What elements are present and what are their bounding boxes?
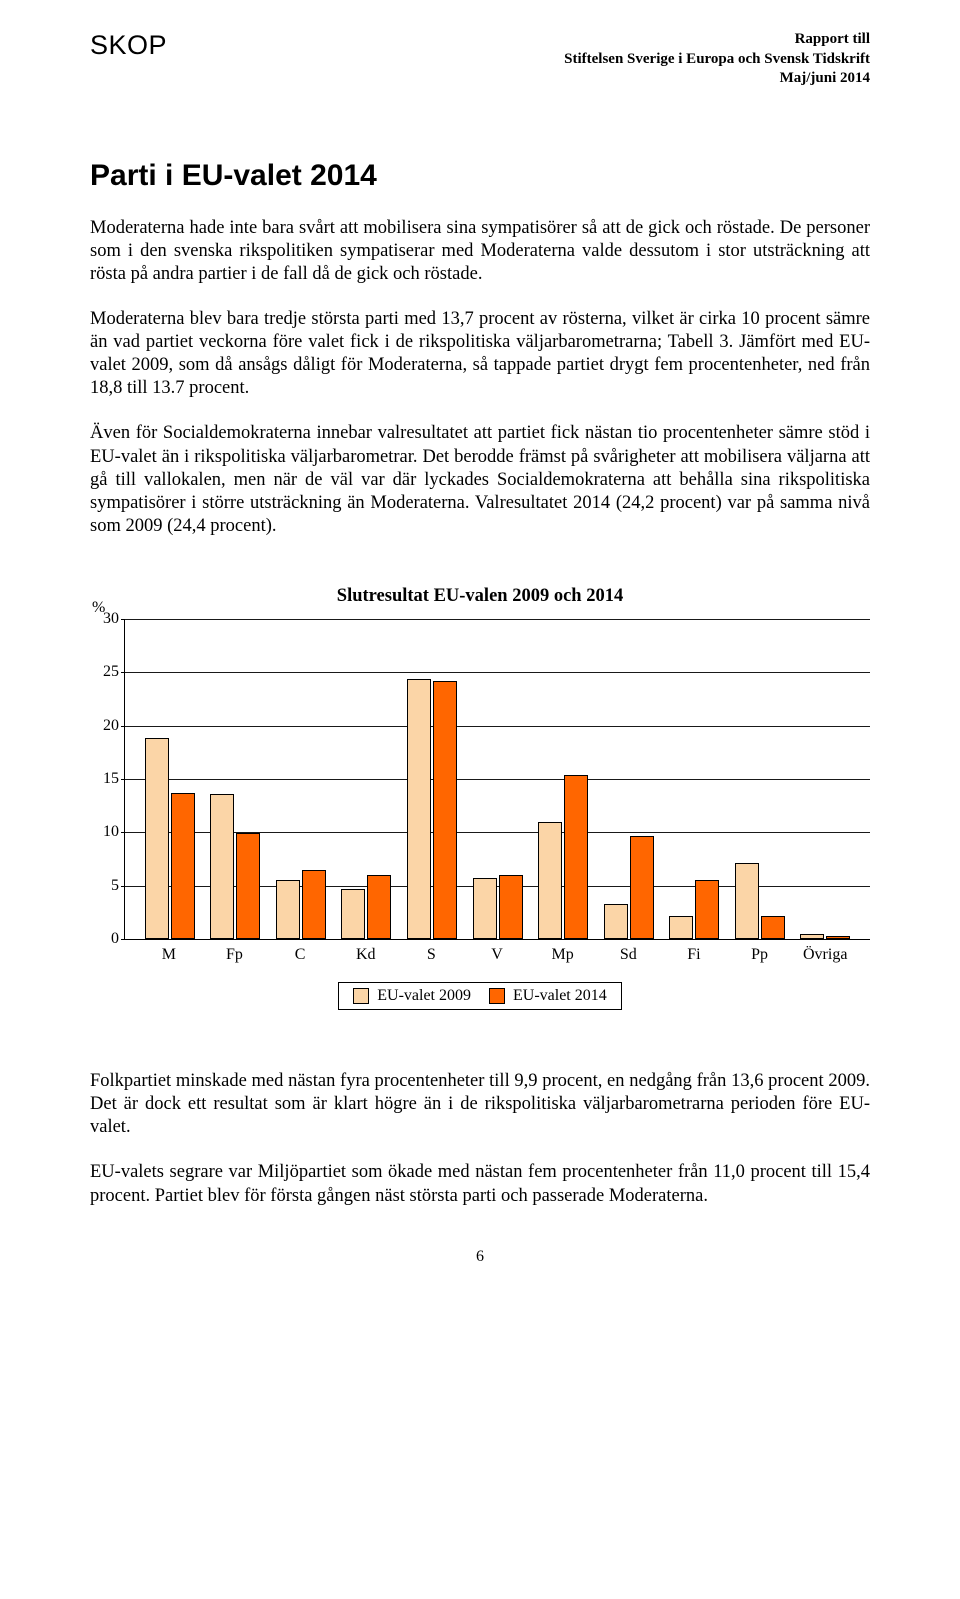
legend-swatch-2009 [353,988,369,1004]
chart-xtick-label: Sd [595,946,661,964]
chart-title: Slutresultat EU-valen 2009 och 2014 [90,586,870,607]
chart-ytick-label: 0 [93,930,119,948]
chart-xtick-label: S [399,946,465,964]
chart-bar-group [792,934,858,939]
chart-bar [407,679,431,939]
chart-ytick-mark [121,939,125,940]
page-header: SKOP Rapport till Stiftelsen Sverige i E… [90,30,870,89]
chart-xtick-label: Övriga [792,946,858,964]
chart-xtick-label: Kd [333,946,399,964]
chart-bar-group [596,836,662,939]
chart-bar-group [203,794,269,939]
chart-ytick-label: 25 [93,663,119,681]
section-title: Parti i EU-valet 2014 [90,159,870,193]
header-line-1: Rapport till [564,30,870,50]
chart-ytick-label: 10 [93,823,119,841]
chart-container: Slutresultat EU-valen 2009 och 2014 % 05… [90,586,870,1010]
chart-bar [564,775,588,939]
legend-item-2009: EU-valet 2009 [353,987,471,1005]
chart-xtick-label: Fp [202,946,268,964]
chart-ytick-label: 30 [93,610,119,628]
chart-plot-area: 051015202530 [124,619,870,940]
paragraph-3: Även för Socialdemokraterna innebar valr… [90,422,870,538]
chart-bar [826,936,850,939]
header-report-info: Rapport till Stiftelsen Sverige i Europa… [564,30,870,89]
header-line-2: Stiftelsen Sverige i Europa och Svensk T… [564,50,870,70]
page-number: 6 [90,1248,870,1266]
chart-bar [210,794,234,939]
chart-bar-group [268,870,334,939]
legend-item-2014: EU-valet 2014 [489,987,607,1005]
legend-label-2014: EU-valet 2014 [513,987,607,1004]
chart-bar [171,793,195,939]
chart-bar [341,889,365,939]
chart-bar-group [465,875,531,939]
chart-ytick-label: 15 [93,770,119,788]
header-brand: SKOP [90,30,167,61]
legend-label-2009: EU-valet 2009 [377,987,471,1004]
header-line-3: Maj/juni 2014 [564,69,870,89]
paragraph-5: EU-valets segrare var Miljöpartiet som ö… [90,1161,870,1207]
chart-legend: EU-valet 2009 EU-valet 2014 [338,982,622,1010]
chart-xtick-label: Pp [727,946,793,964]
chart-bar [433,681,457,939]
chart-xtick-label: C [267,946,333,964]
chart-bar [695,880,719,939]
chart-bar [604,904,628,939]
chart-ytick-label: 5 [93,877,119,895]
chart-bar-group [334,875,400,939]
paragraph-1: Moderaterna hade inte bara svårt att mob… [90,217,870,286]
chart-bar [669,916,693,939]
chart-bar [735,863,759,939]
chart-x-axis: MFpCKdSVMpSdFiPpÖvriga [124,940,870,964]
chart-bars-area [125,619,870,939]
chart-bar [538,822,562,939]
chart-bar [473,878,497,939]
chart-xtick-label: V [464,946,530,964]
chart-bar-group [137,738,203,939]
chart-bar [761,916,785,939]
chart-xtick-label: Mp [530,946,596,964]
chart-bar-group [530,775,596,939]
chart-bar [145,738,169,939]
chart-bar-group [727,863,793,939]
chart-ytick-label: 20 [93,717,119,735]
chart-bar [800,934,824,939]
legend-swatch-2014 [489,988,505,1004]
chart-bar [302,870,326,939]
paragraph-4: Folkpartiet minskade med nästan fyra pro… [90,1070,870,1139]
chart-bar [276,880,300,939]
chart-xtick-label: M [136,946,202,964]
chart-bar-group [399,679,465,939]
chart-xtick-label: Fi [661,946,727,964]
chart-bar [367,875,391,939]
chart-bar [630,836,654,939]
chart-bar [499,875,523,939]
chart-bar [236,833,260,939]
paragraph-2: Moderaterna blev bara tredje största par… [90,308,870,401]
chart-bar-group [661,880,727,939]
